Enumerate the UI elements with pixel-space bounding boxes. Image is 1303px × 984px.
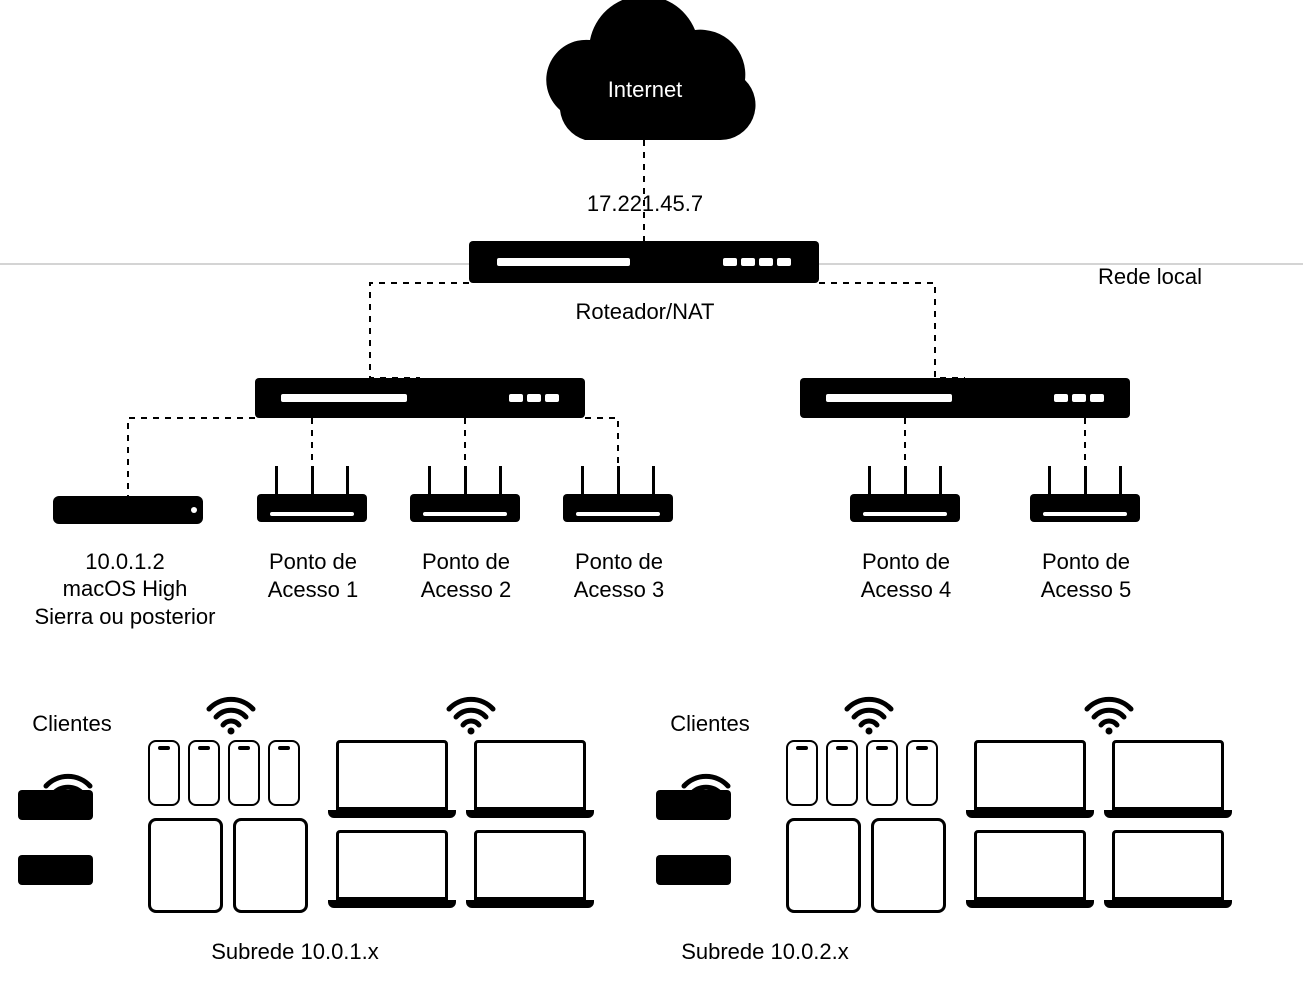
client-box-icon (18, 790, 93, 820)
ap1-label: Ponto de Acesso 1 (253, 548, 373, 603)
client-box-icon (656, 790, 731, 820)
laptop-icon (1104, 830, 1232, 908)
laptop-icon (466, 740, 594, 818)
phone-icon (906, 740, 938, 806)
client-box-icon (656, 855, 731, 885)
phone-icon (866, 740, 898, 806)
subnet-left-label: Subrede 10.0.1.x (170, 938, 420, 966)
switch-right (800, 378, 1130, 418)
ap3-label: Ponto de Acesso 3 (559, 548, 679, 603)
laptop-icon (466, 830, 594, 908)
laptop-icon (1104, 740, 1232, 818)
wifi-icon (445, 695, 497, 735)
access-point (563, 466, 673, 522)
server-ip-label: 10.0.1.2 (10, 548, 240, 576)
tablet-icon (233, 818, 308, 913)
access-point (410, 466, 520, 522)
local-net-label: Rede local (1060, 263, 1240, 291)
cloud-icon (546, 0, 755, 140)
network-diagram: Internet 17.221.45.7 Rede local Roteador… (0, 0, 1303, 984)
laptop-icon (966, 740, 1094, 818)
wifi-icon (1083, 695, 1135, 735)
phone-icon (148, 740, 180, 806)
public-ip-label: 17.221.45.7 (560, 190, 730, 218)
ap2-label: Ponto de Acesso 2 (406, 548, 526, 603)
laptop-icon (328, 740, 456, 818)
phone-icon (826, 740, 858, 806)
clients-left-label: Clientes (12, 710, 132, 738)
internet-label: Internet (560, 76, 730, 104)
router-device (469, 241, 819, 283)
tablet-icon (148, 818, 223, 913)
wifi-icon (205, 695, 257, 735)
laptop-icon (966, 830, 1094, 908)
switch-left (255, 378, 585, 418)
clients-right-label: Clientes (650, 710, 770, 738)
phone-icon (188, 740, 220, 806)
phone-icon (228, 740, 260, 806)
client-box-icon (18, 855, 93, 885)
phone-icon (268, 740, 300, 806)
tablet-icon (786, 818, 861, 913)
server-os-label: macOS High Sierra ou posterior (0, 575, 250, 630)
access-point (1030, 466, 1140, 522)
caching-server (53, 496, 203, 524)
access-point (257, 466, 367, 522)
tablet-icon (871, 818, 946, 913)
phone-icon (786, 740, 818, 806)
wifi-icon (843, 695, 895, 735)
ap4-label: Ponto de Acesso 4 (846, 548, 966, 603)
subnet-right-label: Subrede 10.0.2.x (640, 938, 890, 966)
access-point (850, 466, 960, 522)
laptop-icon (328, 830, 456, 908)
router-label: Roteador/NAT (520, 298, 770, 326)
ap5-label: Ponto de Acesso 5 (1026, 548, 1146, 603)
